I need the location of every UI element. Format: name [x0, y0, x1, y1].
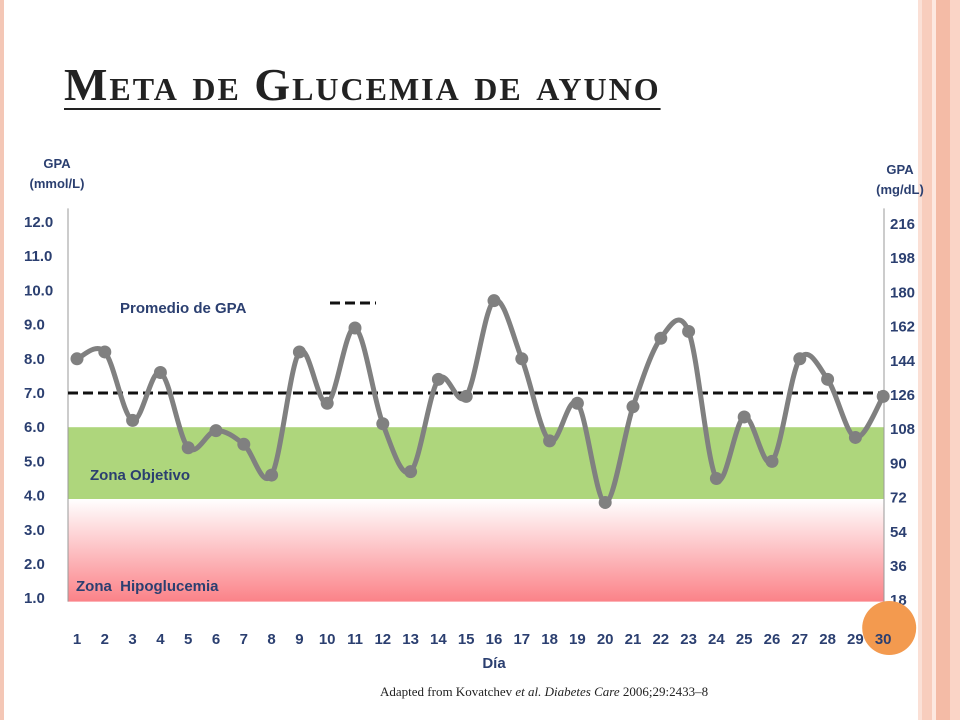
data-point	[265, 468, 279, 482]
x-tick-label: 10	[319, 631, 336, 648]
citation: Adapted from Kovatchev et al. Diabetes C…	[380, 684, 709, 699]
data-point	[765, 454, 779, 468]
y-tick-label-right: 180	[890, 284, 915, 301]
data-point	[737, 410, 751, 424]
x-tick-label: 12	[374, 631, 391, 648]
y-tick-label-left: 6.0	[24, 419, 45, 436]
y-tick-label-right: 36	[890, 558, 907, 575]
x-tick-label: 20	[597, 631, 614, 648]
data-point	[570, 396, 584, 410]
x-tick-label: 3	[128, 631, 136, 648]
y-tick-label-left: 8.0	[24, 351, 45, 368]
data-point	[376, 417, 390, 431]
data-point	[709, 472, 723, 485]
slide-frame-left	[0, 0, 4, 720]
data-point	[126, 413, 140, 427]
x-tick-label: 9	[295, 631, 303, 648]
x-tick-label: 6	[212, 631, 220, 648]
data-point	[821, 372, 835, 386]
x-tick-label: 1	[73, 631, 81, 648]
data-point	[848, 430, 862, 444]
y-tick-label-right: 144	[890, 353, 916, 370]
x-tick-label: 28	[819, 631, 836, 648]
y-tick-label-right: 108	[890, 421, 915, 438]
data-point	[487, 294, 501, 308]
y-tick-label-right: 162	[890, 319, 915, 336]
data-point	[237, 437, 251, 451]
y-tick-label-left: 7.0	[24, 385, 45, 402]
x-tick-label: 23	[680, 631, 697, 648]
y-tick-label-right: 72	[890, 490, 907, 507]
data-point	[682, 324, 696, 338]
y-tick-label-left: 10.0	[24, 282, 53, 299]
y-tick-label-left: 9.0	[24, 317, 45, 334]
x-tick-label: 18	[541, 631, 558, 648]
x-tick-label: 26	[764, 631, 781, 648]
x-tick-label: 21	[625, 631, 642, 648]
x-tick-label: 17	[513, 631, 530, 648]
x-tick-label: 13	[402, 631, 419, 648]
data-point	[153, 365, 167, 379]
y-tick-label-right: 198	[890, 250, 915, 267]
target-zone-band	[68, 427, 884, 500]
slide-title: Meta de Glucemia de ayuno	[64, 59, 661, 110]
data-point	[876, 389, 890, 403]
data-point	[209, 424, 223, 438]
data-point	[292, 345, 306, 359]
data-point	[543, 434, 557, 448]
y-tick-label-right: 126	[890, 387, 915, 404]
data-point	[626, 400, 640, 414]
y-tick-label-right: 90	[890, 455, 907, 472]
x-tick-label: 14	[430, 631, 447, 648]
data-point	[181, 441, 195, 455]
y-tick-label-left: 11.0	[24, 248, 52, 265]
x-tick-label: 27	[791, 631, 808, 648]
y-tick-label-left: 1.0	[24, 590, 45, 607]
data-point	[459, 389, 473, 403]
y-tick-label-right: 216	[890, 216, 915, 233]
x-tick-label: 29	[847, 631, 864, 648]
x-tick-label: 4	[156, 631, 165, 648]
y-tick-label-left: 5.0	[24, 453, 45, 470]
x-tick-label: 30	[875, 631, 892, 648]
data-point	[320, 396, 334, 410]
y-tick-label-left: 3.0	[24, 522, 45, 539]
x-tick-label: 22	[652, 631, 669, 648]
y-tick-label-right: 54	[890, 524, 907, 541]
target-zone-label: Zona Objetivo	[90, 467, 190, 484]
x-tick-label: 2	[101, 631, 109, 648]
legend-average-label: Promedio de GPA	[120, 300, 247, 317]
data-point	[98, 345, 112, 359]
x-tick-label: 16	[486, 631, 503, 648]
x-tick-label: 15	[458, 631, 475, 648]
y-axis-right-title: GPA (mg/dL)	[876, 162, 924, 197]
x-tick-label: 19	[569, 631, 586, 648]
data-point	[793, 352, 807, 366]
data-point	[654, 331, 668, 345]
data-point	[348, 321, 362, 335]
x-tick-label: 25	[736, 631, 753, 648]
data-point	[515, 352, 529, 366]
data-point	[431, 372, 445, 386]
x-tick-label: 8	[267, 631, 275, 648]
data-point	[404, 465, 418, 479]
hypoglycemia-zone-label: Zona Hipoglucemia	[76, 578, 219, 595]
y-tick-label-left: 12.0	[24, 214, 53, 231]
x-tick-label: 5	[184, 631, 192, 648]
highlight-circle	[862, 601, 917, 655]
x-tick-label: 11	[347, 631, 363, 648]
x-axis-title: Día	[482, 655, 506, 672]
data-point	[598, 495, 612, 509]
y-axis-left-title: GPA (mmol/L)	[29, 156, 85, 191]
x-tick-label: 24	[708, 631, 725, 648]
x-tick-label: 7	[240, 631, 248, 648]
data-point	[70, 352, 84, 366]
slide-frame-right	[918, 0, 960, 720]
hypoglycemia-zone-band	[68, 499, 884, 602]
y-tick-label-left: 2.0	[24, 556, 45, 573]
y-tick-label-left: 4.0	[24, 488, 45, 505]
